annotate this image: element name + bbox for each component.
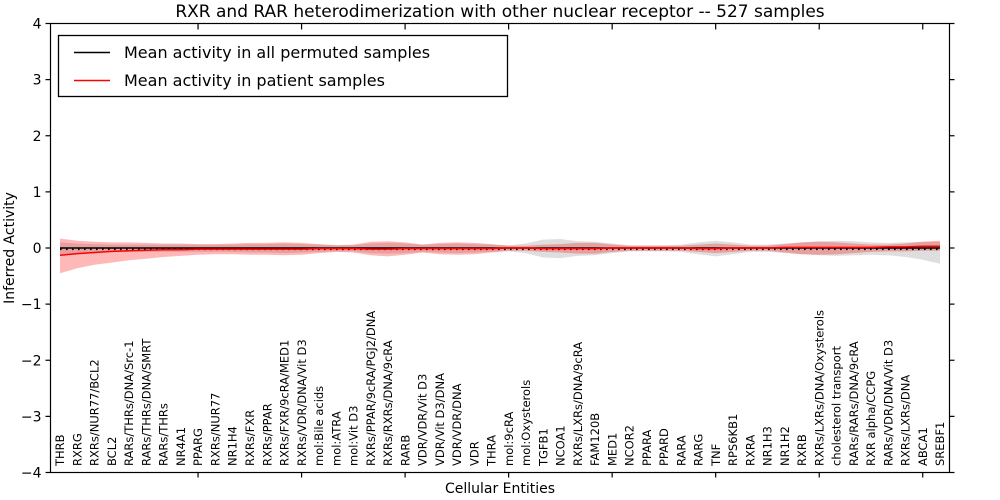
x-category-label: RPS6KB1 xyxy=(726,414,740,466)
patient-samples-std-band xyxy=(60,238,940,274)
x-category-label: RXRs/NUR77/BCL2 xyxy=(88,359,102,466)
y-tick-label: −1 xyxy=(21,297,42,313)
x-category-label: cholesterol transport xyxy=(830,346,844,466)
legend: Mean activity in all permuted samples Me… xyxy=(57,34,509,98)
x-category-label: RXRs/PPAR/9cRA/PGJ2/DNA xyxy=(364,311,378,466)
y-tick-label: 4 xyxy=(33,17,42,33)
y-axis-label: Inferred Activity xyxy=(2,192,18,304)
x-category-label: RARA xyxy=(674,435,688,466)
x-category-label: RARs/THRs xyxy=(157,403,171,466)
y-tick-label: 1 xyxy=(33,185,42,201)
x-category-label: NCOR2 xyxy=(623,425,637,466)
x-category-label: RXRs/VDR/DNA/Vit D3 xyxy=(295,339,309,466)
x-category-label: FAM120B xyxy=(588,413,602,466)
x-category-label: RXR alpha/CCPG xyxy=(864,371,878,466)
x-category-label: mol:ATRA xyxy=(329,411,343,466)
x-category-label: VDR/VDR/DNA xyxy=(450,383,464,466)
x-category-label: THRA xyxy=(485,435,499,467)
x-category-label: RXRs/FXR xyxy=(243,410,257,466)
x-category-label: NR1H3 xyxy=(761,426,775,466)
y-tick-label: −2 xyxy=(21,353,42,369)
x-category-label: mol:Bile acids xyxy=(312,386,326,466)
x-category-label: TGFB1 xyxy=(536,428,550,467)
x-category-label: THRB xyxy=(53,434,67,467)
legend-label-permuted: Mean activity in all permuted samples xyxy=(124,43,430,62)
x-category-label: mol:Oxysterols xyxy=(519,380,533,466)
x-category-label: RARs/VDR/DNA/Vit D3 xyxy=(881,340,895,466)
y-tick-label: −3 xyxy=(21,409,42,425)
x-category-label: BCL2 xyxy=(105,437,119,466)
x-category-label: RARs/RARs/DNA/9cRA xyxy=(847,341,861,466)
plot-area: −4 −3 −2 −1 0 1 2 3 4 THRB RXRG RXRs/NUR77/BCL2 BCL2… xyxy=(21,17,955,482)
x-category-label: mol:Vit D3 xyxy=(347,406,361,466)
x-category-label: NCOA1 xyxy=(554,425,568,466)
chart-title: RXR and RAR heterodimerization with othe… xyxy=(175,2,824,22)
x-category-label: SREBF1 xyxy=(933,422,947,466)
x-category-label: RXRB xyxy=(795,434,809,466)
x-category-label: RXRs/LXRs/DNA/Oxysterols xyxy=(812,310,826,466)
x-category-label: NR1H4 xyxy=(226,426,240,466)
x-category-label: RXRA xyxy=(743,435,757,466)
x-category-label: TNF xyxy=(709,444,723,467)
x-category-label: MED1 xyxy=(605,433,619,466)
x-category-label: RXRs/PPAR xyxy=(260,403,274,466)
y-tick-label: −4 xyxy=(21,466,42,482)
legend-box xyxy=(57,34,509,98)
x-category-label: RARG xyxy=(692,434,706,466)
y-tick-label: 2 xyxy=(33,129,42,145)
x-category-label: NR1H2 xyxy=(778,426,792,466)
y-tick-label: 0 xyxy=(33,241,42,257)
x-category-label: VDR/VDR/Vit D3 xyxy=(416,374,430,466)
x-category-label: PPARA xyxy=(640,429,654,466)
x-category-label: PPARD xyxy=(657,428,671,466)
legend-label-patient: Mean activity in patient samples xyxy=(124,71,385,90)
x-category-label: VDR/Vit D3/DNA xyxy=(433,373,447,466)
x-category-label: PPARG xyxy=(191,428,205,466)
x-category-label: RXRs/LXRs/DNA xyxy=(899,375,913,466)
x-category-label: ABCA1 xyxy=(916,427,930,466)
permuted-samples-std-band xyxy=(60,239,940,264)
y-tick-label: 3 xyxy=(33,73,42,89)
x-axis-label: Cellular Entities xyxy=(445,481,555,497)
x-category-label: RXRs/NUR77 xyxy=(209,393,223,466)
x-category-label: RXRG xyxy=(71,433,85,466)
x-category-label: RXRs/FXR/9cRA/MED1 xyxy=(278,340,292,466)
x-category-label: mol:9cRA xyxy=(502,412,516,466)
x-category-label: RXRs/LXRs/DNA/9cRA xyxy=(571,342,585,466)
x-category-label: VDR xyxy=(467,441,481,466)
x-category-label: NR4A1 xyxy=(174,427,188,466)
x-category-label: RARB xyxy=(398,435,412,466)
x-category-label: RARs/THRs/DNA/SMRT xyxy=(140,338,154,466)
x-category-label: RXRs/RXRs/DNA/9cRA xyxy=(381,340,395,466)
mean-line-patient xyxy=(59,245,940,257)
x-category-label: RARs/THRs/DNA/Src-1 xyxy=(122,340,136,466)
